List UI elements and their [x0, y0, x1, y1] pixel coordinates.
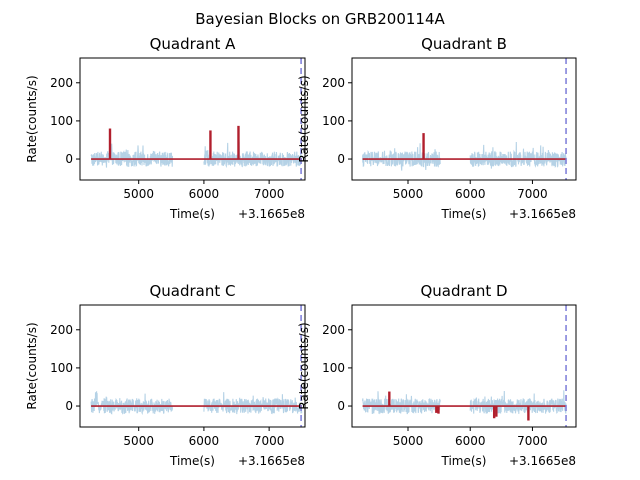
y-tick-label: 100: [50, 361, 73, 375]
x-tick-label: 5000: [393, 434, 424, 448]
x-tick-label: 6000: [455, 434, 486, 448]
axes-frame: [351, 57, 577, 181]
x-tick-label: 7000: [254, 434, 285, 448]
panel-quadrant-c: 5000 6000 7000 0 100 200 Quadrant C Time(s) +3.1…: [25, 282, 306, 468]
x-tick-label: 5000: [393, 187, 424, 201]
y-axis-label: Rate(counts/s): [25, 75, 39, 162]
y-tick-label: 200: [50, 76, 73, 90]
figure-suptitle: Bayesian Blocks on GRB200114A: [195, 10, 445, 28]
x-axis-label: Time(s): [169, 454, 215, 468]
panel-quadrant-a: 5000 6000 7000 0 100 200 Quadrant A Time(s) +3.1…: [25, 35, 306, 221]
x-offset-label: +3.1665e8: [238, 207, 305, 221]
panel-quadrant-b: 5000 6000 7000 0 100 200 Quadrant B Time(s) +3.1…: [297, 35, 577, 221]
axes-frame: [79, 304, 306, 428]
panel-quadrant-d: 5000 6000 7000 0 100 200 Quadrant D Time(s) +3.1…: [297, 282, 577, 468]
lightcurve-segment: [203, 392, 303, 415]
y-tick-label: 200: [322, 76, 345, 90]
plot-area: [90, 305, 303, 427]
y-axis-label: Rate(counts/s): [297, 75, 311, 162]
x-tick-label: 7000: [517, 434, 548, 448]
y-axis-label: Rate(counts/s): [25, 322, 39, 409]
lightcurve-segment: [469, 390, 567, 414]
y-tick-label: 200: [50, 323, 73, 337]
y-tick-label: 0: [337, 152, 345, 166]
y-tick-label: 100: [50, 114, 73, 128]
x-tick-label: 7000: [254, 187, 285, 201]
x-offset-label: +3.1665e8: [509, 207, 576, 221]
y-tick-label: 100: [322, 361, 345, 375]
panel-title: Quadrant D: [420, 282, 507, 300]
axes-frame: [79, 57, 306, 181]
plot-area: [362, 58, 567, 180]
lightcurve-segment: [90, 391, 174, 416]
panel-title: Quadrant A: [150, 35, 237, 53]
x-axis-label: Time(s): [441, 454, 487, 468]
lightcurve-segment: [362, 143, 441, 171]
y-tick-label: 0: [65, 152, 73, 166]
y-tick-label: 200: [322, 323, 345, 337]
y-axis-label: Rate(counts/s): [297, 322, 311, 409]
y-tick-label: 0: [337, 399, 345, 413]
lightcurve-segment: [469, 141, 567, 169]
lightcurve-segment: [90, 143, 174, 168]
x-tick-label: 5000: [123, 187, 154, 201]
y-tick-label: 100: [322, 114, 345, 128]
x-offset-label: +3.1665e8: [509, 454, 576, 468]
lightcurve-segment: [362, 391, 441, 415]
lightcurve-segment: [203, 141, 302, 169]
x-offset-label: +3.1665e8: [238, 454, 305, 468]
x-axis-label: Time(s): [169, 207, 215, 221]
x-tick-label: 6000: [455, 187, 486, 201]
panel-title: Quadrant B: [421, 35, 507, 53]
x-tick-label: 6000: [189, 187, 220, 201]
x-tick-label: 5000: [123, 434, 154, 448]
plot-area: [362, 305, 567, 427]
axes-frame: [351, 304, 577, 428]
y-tick-label: 0: [65, 399, 73, 413]
x-axis-label: Time(s): [441, 207, 487, 221]
x-tick-label: 6000: [189, 434, 220, 448]
x-tick-label: 7000: [517, 187, 548, 201]
panel-title: Quadrant C: [149, 282, 235, 300]
plot-area: [90, 58, 302, 180]
